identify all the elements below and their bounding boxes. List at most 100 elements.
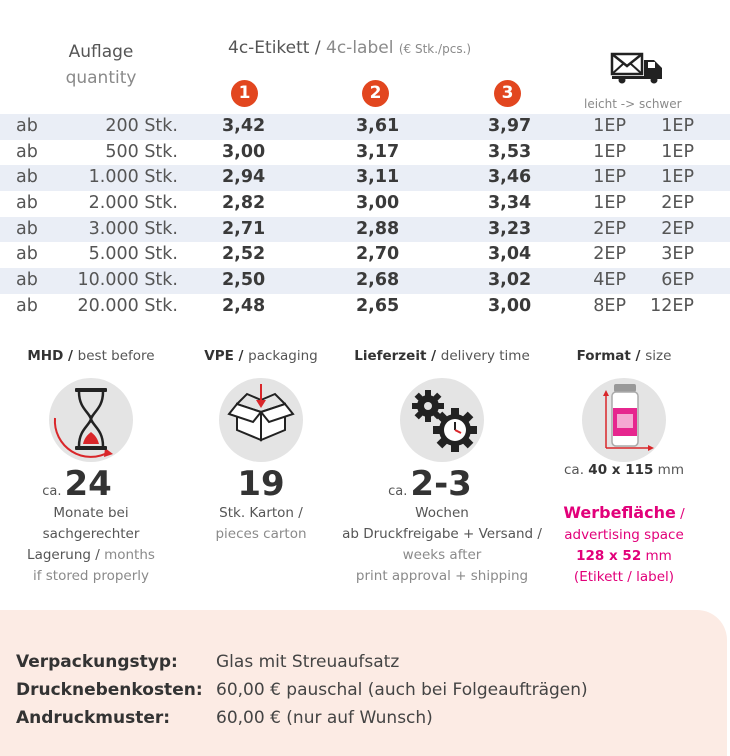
price-variant-3: 3,02 [488,270,532,291]
format-ca: ca. [564,462,585,478]
table-row: ab 2.000 Stk. 2,82 3,00 3,34 1EP 2EP [0,191,730,217]
info-box: Verpackungstyp: Glas mit Streuaufsatz Dru… [0,610,727,756]
hourglass-icon [53,388,113,458]
price-variant-1: 2,52 [222,244,266,265]
mhd-icon-circle [49,378,133,462]
mhd-title-de: MHD [27,348,64,364]
vpe-icon-circle [219,378,303,462]
adv-title-en: advertising space [564,527,684,543]
shipping-heavy: 6EP [661,270,694,291]
adv-size: 128 x 52 [576,548,642,564]
variant-badge-2: 2 [362,80,389,107]
info-print-costs-label: Drucknebenkosten: [16,680,203,700]
price-variant-2: 2,70 [356,244,400,265]
mhd-line-3-de: Lagerung [27,547,91,563]
delivery-title-de: Lieferzeit [354,348,427,364]
row-quantity: 5.000 Stk. [88,244,178,265]
table-row: ab 500 Stk. 3,00 3,17 3,53 1EP 1EP [0,140,730,166]
row-quantity: 2.000 Stk. [88,193,178,214]
mhd-title-en: best before [77,348,155,364]
row-ab: ab [16,244,38,265]
shipping-light: 1EP [593,193,626,214]
info-packaging-type-value: Glas mit Streuaufsatz [216,652,400,672]
shipping-heavy: 1EP [661,141,694,162]
row-quantity: 500 Stk. [105,141,178,162]
shipping-light: 8EP [593,295,626,316]
table-row: ab 200 Stk. 3,42 3,61 3,97 1EP 1EP [0,114,730,140]
label-header-sep: / [309,38,327,58]
truck-mail-icon [610,52,662,84]
shipping-heavy: 2EP [661,218,694,239]
adv-note: (Etikett / label) [573,569,675,585]
mhd-line-1: Monate bei [53,505,129,521]
variant-badge-3: 3 [494,80,521,107]
mhd-line-3-en: months [104,547,155,563]
format-icon-circle [582,378,666,462]
format-size-unit: mm [657,462,684,478]
vpe-title: VPE / packaging [204,348,318,364]
quantity-header: Auflage quantity [56,40,146,92]
row-quantity: 1.000 Stk. [88,167,178,188]
table-row: ab 3.000 Stk. 2,71 2,88 3,23 2EP 2EP [0,216,730,243]
quantity-header-en: quantity [65,68,137,88]
delivery-title-en: delivery time [440,348,530,364]
shipping-heavy: 1EP [661,167,694,188]
vpe-line-1: Stk. Karton / [219,505,303,521]
format-title: Format / size [576,348,672,364]
mhd-ca: ca. [42,484,62,499]
label-header-de: 4c-Etikett [228,38,310,58]
price-variant-2: 2,65 [356,295,400,316]
info-proof: Andruckmuster: 60,00 € (nur auf Wunsch) [16,706,433,730]
delivery-line-4: print approval + shipping [355,568,529,584]
shipping-heavy: 1EP [661,116,694,136]
shipping-light: 1EP [593,116,626,136]
quantity-header-de: Auflage [68,42,134,62]
row-ab: ab [16,218,38,239]
price-variant-1: 3,00 [222,141,266,162]
format-size: ca. 40 x 115 mm [564,462,684,478]
delivery-title: Lieferzeit / delivery time [354,348,530,364]
delivery-description: Wochen ab Druckfreigabe + Versand / week… [342,503,542,587]
delivery-value: ca.2-3 [388,462,472,506]
price-variant-1: 2,50 [222,270,266,291]
shipping-light: 1EP [593,141,626,162]
adv-title-de: Werbefläche [563,503,676,522]
info-proof-value: 60,00 € (nur auf Wunsch) [216,708,433,728]
info-proof-label: Andruckmuster: [16,708,171,728]
info-print-costs: Drucknebenkosten: 60,00 € pauschal (auch … [16,678,588,702]
table-row: ab 20.000 Stk. 2,48 2,65 3,00 8EP 12EP [0,294,730,320]
delivery-line-1: Wochen [415,505,469,521]
format-title-en: size [645,348,672,364]
format-title-de: Format [576,348,631,364]
price-variant-1: 2,71 [222,218,266,239]
vpe-title-de: VPE [204,348,234,364]
jar-dimensions-icon [603,384,654,451]
row-quantity: 10.000 Stk. [77,270,178,291]
mhd-line-2: sachgerechter [42,526,140,542]
mhd-title: MHD / best before [27,348,155,364]
mhd-description: Monate bei sachgerechter Lagerung / mont… [27,503,155,587]
price-variant-3: 3,00 [488,295,532,316]
shipping-light: 1EP [593,167,626,188]
row-ab: ab [16,116,38,136]
vpe-value: 19 [237,462,284,506]
shipping-heavy: 3EP [661,244,694,265]
row-ab: ab [16,141,38,162]
gears-clock-icon [412,390,477,452]
delivery-icon-circle [400,378,484,462]
shipping-heavy: 2EP [661,193,694,214]
price-variant-3: 3,04 [488,244,532,265]
price-variant-3: 3,23 [488,218,532,239]
row-ab: ab [16,295,38,316]
price-variant-3: 3,53 [488,141,532,162]
delivery-value-number: 2-3 [410,464,472,504]
table-row: ab 5.000 Stk. 2,52 2,70 3,04 2EP 3EP [0,242,730,268]
format-size-value: 40 x 115 [588,462,654,478]
delivery-line-2: ab Druckfreigabe + Versand / [342,526,542,542]
shipping-heavy: 12EP [650,295,694,316]
variant-badge-1: 1 [231,80,258,107]
price-variant-2: 3,00 [356,193,400,214]
price-variant-1: 2,94 [222,167,266,188]
vpe-line-2: pieces carton [215,526,307,542]
row-quantity: 200 Stk. [105,116,178,136]
